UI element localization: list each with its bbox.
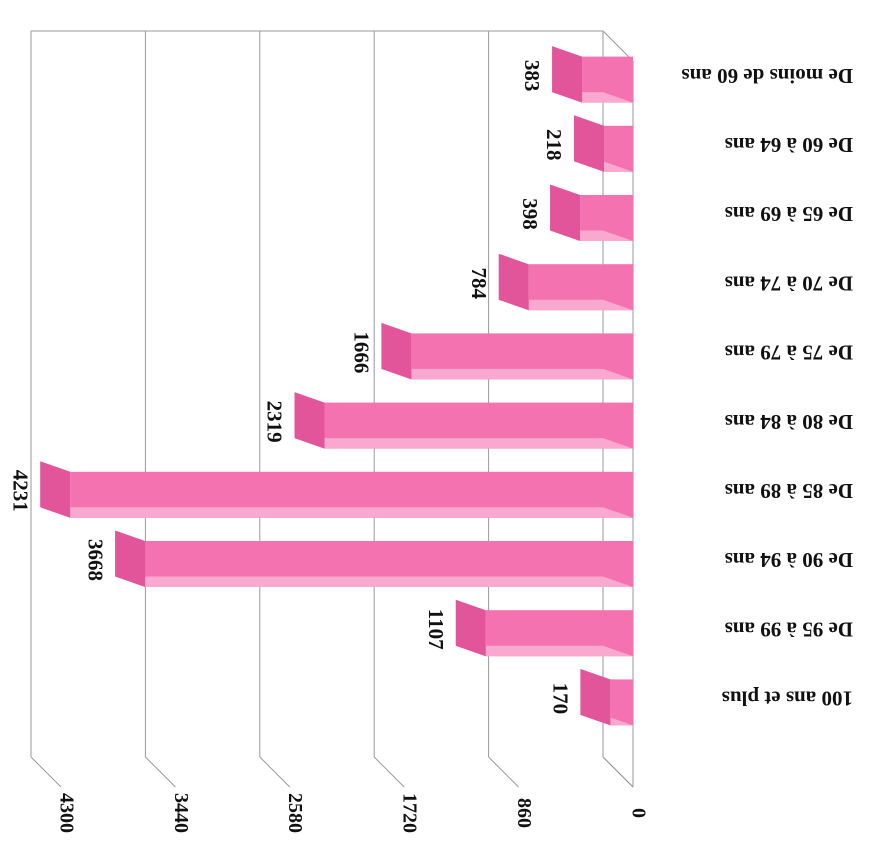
data-label: 218 [542,129,566,161]
floor-edge [602,756,634,788]
bar-top-face [40,507,633,518]
bar-end-face [550,184,581,241]
data-label: 383 [520,60,544,92]
category-label: De 75 à 79 ans [725,341,853,365]
axis-tick-label: 0 [627,808,649,818]
bar-end-face [294,392,325,449]
bar-top-face [294,438,633,449]
category-label: De 80 à 84 ans [725,410,853,434]
bar-end-face [498,253,529,311]
data-label: 4231 [8,470,32,512]
axis-tick-label: 860 [513,798,535,828]
bars-layer [40,46,633,726]
gridline-depth [30,756,62,788]
bar-end-face [574,115,605,172]
category-label: De moins de 60 ans [681,64,853,88]
data-label: 784 [467,267,491,299]
bar-top-face [381,368,633,380]
gridline-depth [145,756,176,788]
data-label: 2319 [263,401,287,443]
labels-layer: 0 860 1720 2580 3440 4300 383 De moins de 60 an… [8,60,853,833]
gridline-depth [259,756,291,788]
axis-tick-label: 2580 [284,793,306,833]
data-label: 3668 [83,539,107,581]
bar-end-face [40,461,71,518]
bar-end-face [455,599,486,657]
category-label: De 60 à 64 ans [725,133,853,157]
gridline-depth [373,756,405,788]
bar-end-face [552,46,583,103]
bar-top-face [498,299,633,311]
bar [610,679,633,726]
category-label: 100 ans et plus [722,687,853,711]
axis-tick-label: 3440 [170,793,192,833]
data-label: 1666 [350,331,374,373]
bar-top-face [115,576,633,587]
bar-end-face [580,668,611,726]
data-label: 398 [518,198,542,230]
data-label: 1107 [424,609,448,650]
category-label: De 85 à 89 ans [725,479,853,503]
axis-tick-label: 1720 [399,793,421,833]
category-label: De 95 à 99 ans [725,617,853,641]
floor-edge-corner [602,30,634,62]
bar-top-face [455,645,633,657]
category-label: De 70 à 74 ans [725,271,853,295]
bar-end-face [381,322,412,380]
category-label: De 90 à 94 ans [725,548,853,572]
category-label: De 65 à 69 ans [725,202,853,226]
bar-end-face [115,530,146,587]
axis-tick-label: 4300 [55,793,77,833]
data-label: 170 [549,683,573,715]
gridline-depth [488,756,519,788]
